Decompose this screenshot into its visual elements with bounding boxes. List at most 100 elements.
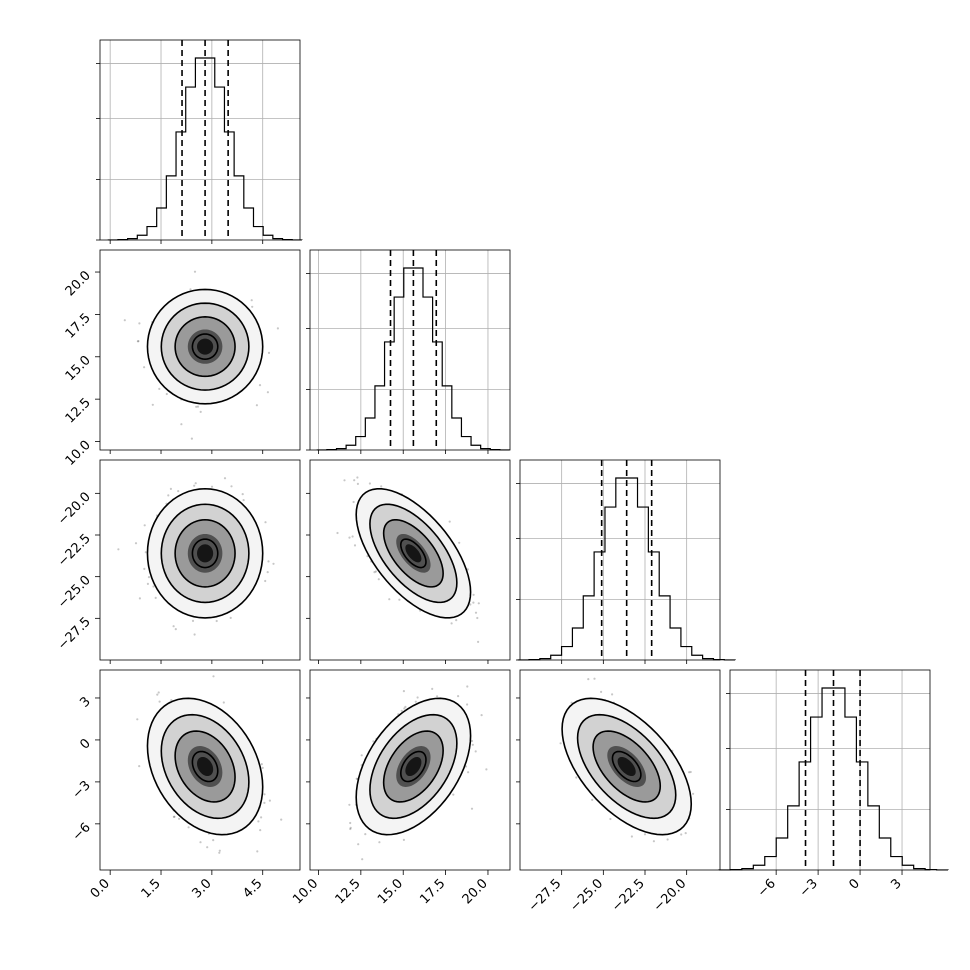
sample-point [193,270,197,273]
sample-point [193,484,196,487]
sample-point [261,766,264,770]
x-tick-label: 3 [888,876,904,892]
x-tick-label: 0.0 [88,876,113,901]
histogram-1 [107,57,303,241]
sample-point [480,714,483,717]
sample-point [652,840,656,843]
sample-point [157,691,160,694]
sample-point [404,705,407,709]
sample-point [242,499,245,502]
sample-point [134,542,138,545]
density-contour [174,518,236,588]
scatter-panel-2-4 [348,685,488,861]
y-tick-label: 15.0 [63,353,94,384]
sample-point [154,596,157,600]
panel-frame [309,459,511,661]
sample-point [436,695,439,698]
panel-frame [99,39,301,241]
sample-point [151,403,154,406]
sample-point [267,560,270,563]
sample-point [218,851,221,854]
sample-point [692,792,695,795]
sample-point [146,582,149,586]
density-contour [191,333,219,360]
x-tick-label: 3.0 [189,876,214,901]
sample-point [360,754,363,757]
sample-point [187,826,190,829]
sample-point [194,482,197,485]
sample-point [190,437,193,440]
y-tick-label: 20.0 [63,268,94,299]
scatter-panel-1-2 [123,270,279,440]
scatter-panel-3-4 [559,677,695,843]
density-contour [382,518,444,588]
sample-point [180,423,183,426]
density-contour [592,730,662,803]
sample-point [372,740,375,743]
sample-point [455,619,458,622]
sample-point [264,521,267,524]
panel-frame [519,669,721,871]
sample-point [402,690,405,693]
density-contour [191,750,219,783]
sample-point [165,392,168,396]
density-contour [369,713,458,820]
sample-point [263,801,266,805]
sample-point [229,616,232,620]
sample-point [402,838,405,842]
y-tick-label: 0 [77,736,93,752]
density-contour [160,713,250,820]
sample-point [343,479,346,482]
density-contour [561,697,693,836]
sample-point [143,567,146,571]
sample-point [177,490,180,493]
sample-point [169,487,172,490]
sample-point [143,366,146,369]
sample-point [178,817,181,820]
sample-point [199,841,202,844]
sample-point [144,551,147,554]
x-tick-label: −27.5 [526,876,565,915]
panel-frame [309,669,511,871]
density-fill [197,756,214,777]
sample-point [466,568,469,571]
density-fill [405,756,422,777]
sample-point [158,387,161,390]
sample-point [276,327,279,330]
sample-point [206,846,209,849]
sample-point [356,476,359,479]
sample-point [138,765,141,768]
sample-point [218,849,221,852]
sample-point [666,838,669,841]
sample-point [268,799,271,802]
density-contour [160,503,250,604]
density-contour [191,538,219,569]
density-contour [382,730,444,803]
sample-point [355,777,358,780]
sample-point [368,482,371,485]
sample-point [476,616,479,620]
sample-point [466,685,469,688]
sample-point [138,322,141,325]
sample-point [472,593,475,596]
panel-frame [519,459,721,661]
sample-point [485,768,488,771]
sample-point [593,677,596,680]
density-fill [197,338,214,355]
sample-point [559,742,562,745]
sample-point [212,675,215,678]
sample-point [374,570,377,573]
sample-point [250,299,253,302]
sample-point [336,531,339,535]
y-tick-label: −20.0 [55,490,94,529]
sample-point [472,601,475,604]
sample-point [471,743,474,746]
density-contour [174,730,236,803]
sample-point [152,585,155,588]
sample-point [398,598,401,601]
density-contour [369,503,458,604]
sample-point [223,477,227,480]
sample-point [414,700,417,703]
density-contour [355,488,472,619]
